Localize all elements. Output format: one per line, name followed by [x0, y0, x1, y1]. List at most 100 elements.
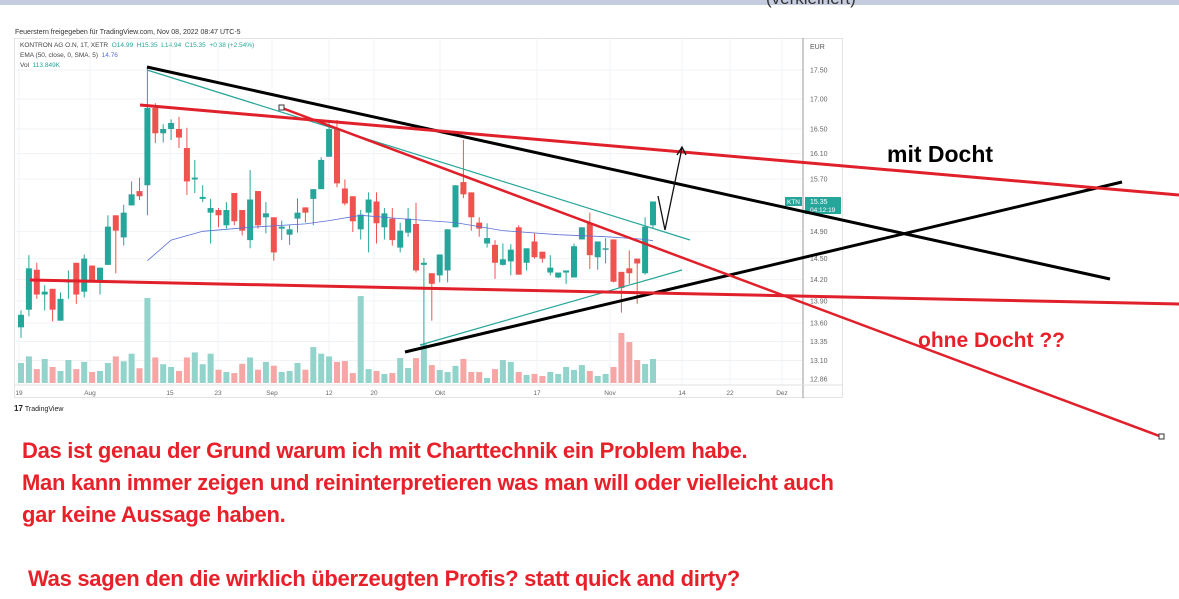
- x-tick-label: 22: [726, 390, 734, 397]
- volume-bar: [436, 369, 443, 383]
- volume-bar: [215, 369, 222, 383]
- red-support-line[interactable]: [29, 278, 1179, 306]
- y-tick-label: 17.50: [810, 68, 828, 75]
- x-tick-label: Okt: [435, 390, 445, 397]
- candle-body: [286, 229, 293, 235]
- candle-body: [563, 270, 570, 273]
- volume-bar: [247, 357, 254, 383]
- tradingview-logo: 17 TradingView: [14, 404, 63, 413]
- user-drawings[interactable]: [29, 65, 1179, 440]
- candle-body: [144, 107, 151, 186]
- candle-body: [602, 248, 609, 250]
- volume-bar: [239, 363, 246, 383]
- black-rising-trendline[interactable]: [404, 180, 1123, 354]
- candle-body: [634, 258, 641, 264]
- volume-bar: [642, 364, 649, 383]
- volume-bar: [539, 376, 546, 383]
- candle-body: [231, 193, 238, 222]
- teal-lower-trendline[interactable]: [419, 269, 683, 346]
- currency-label: EUR: [810, 44, 825, 51]
- vol-label: Vol: [20, 62, 30, 69]
- chart-panel[interactable]: [14, 38, 843, 398]
- volume-bar: [302, 369, 309, 383]
- symbol-name: KONTRON AG O.N, 1T, XETR: [20, 42, 109, 49]
- red-upper-resistance-line[interactable]: [139, 103, 1179, 197]
- x-tick-label: 20: [370, 390, 378, 397]
- ema-legend: EMA (50, close, 0, SMA, 5) 14.76: [20, 52, 118, 59]
- open-value: O14.99: [111, 42, 134, 49]
- ema-line: [147, 214, 654, 262]
- volume-bar: [357, 296, 364, 383]
- volume-bar: [262, 361, 269, 383]
- candle-body: [97, 267, 103, 281]
- volume-bar: [349, 373, 356, 383]
- candle-body: [73, 262, 80, 295]
- red-diagonal-trendline[interactable]: [281, 106, 1163, 439]
- drawing-handle[interactable]: [1158, 433, 1165, 440]
- candle-body: [199, 196, 206, 199]
- high-value: H15.35: [136, 42, 158, 49]
- volume-bar: [89, 372, 96, 383]
- candle-body: [215, 210, 222, 216]
- drawing-handle[interactable]: [278, 104, 285, 111]
- volume-bar: [405, 368, 412, 383]
- y-tick-label: 13.10: [810, 358, 828, 365]
- shared-by-line: Feuerstern freigegeben für TradingView.c…: [15, 29, 241, 36]
- volume-bar: [152, 357, 159, 383]
- volume-bar: [381, 373, 388, 383]
- breakout-arrow[interactable]: [657, 147, 683, 231]
- volume-bar: [104, 362, 111, 383]
- candle-body: [610, 239, 617, 282]
- y-tick-label: 15.70: [810, 176, 828, 183]
- candle-body: [326, 129, 333, 157]
- window-top-strip: [0, 0, 1179, 5]
- volume-bar: [578, 365, 585, 383]
- black-falling-trendline[interactable]: [146, 65, 1111, 281]
- candle-body: [365, 199, 372, 213]
- candle-body: [33, 269, 40, 295]
- comment-line-2: Man kann immer zeigen und reininterpreti…: [22, 470, 834, 495]
- teal-upper-trendline[interactable]: [146, 69, 691, 241]
- candle-body: [302, 207, 309, 213]
- volume-bar: [452, 365, 459, 383]
- x-tick-label: Sep: [266, 390, 278, 397]
- x-tick-label: 17: [533, 390, 541, 397]
- volume-bar: [25, 356, 32, 383]
- x-tick-label: Dez: [776, 390, 788, 397]
- candle-body: [571, 246, 577, 278]
- comment-line-1: Das ist genau der Grund warum ich mit Ch…: [22, 438, 748, 463]
- candle-body: [444, 229, 451, 271]
- candle-body: [547, 267, 554, 273]
- volume-bar: [634, 360, 641, 383]
- candle-body: [191, 177, 198, 180]
- volume-bar: [397, 358, 404, 383]
- candle-body: [41, 291, 48, 295]
- candle-body: [160, 129, 167, 134]
- volume-bar: [586, 370, 593, 383]
- volume-bar: [492, 369, 498, 383]
- volume-bar: [389, 373, 396, 383]
- volume-bar: [650, 358, 656, 383]
- y-tick-label: 12.86: [810, 377, 828, 384]
- volume-bar: [523, 374, 530, 383]
- x-tick-label: Aug: [84, 390, 96, 397]
- y-tick-label: 16.50: [810, 127, 828, 134]
- volume-bar: [626, 342, 633, 383]
- volume-bar: [49, 366, 56, 383]
- candle-body: [334, 129, 340, 184]
- comment-line-4: Was sagen den die wirklich überzeugten P…: [28, 566, 740, 591]
- price-tag: KTN 15.35 04:12:19: [785, 197, 841, 214]
- volume-bar: [199, 364, 206, 383]
- volume-bar: [183, 357, 190, 383]
- volume-bar: [365, 369, 372, 383]
- candle-body: [539, 251, 546, 259]
- volume-bar: [136, 368, 143, 383]
- candle-body: [89, 265, 96, 283]
- volume-bar: [476, 372, 483, 383]
- candle-body: [57, 298, 64, 321]
- y-tick-label: 13.35: [810, 339, 828, 346]
- candle-body: [428, 273, 435, 284]
- volume-bar: [563, 366, 570, 383]
- ema-label: EMA (50, close, 0, SMA, 5): [20, 52, 99, 59]
- candle-body: [255, 191, 261, 226]
